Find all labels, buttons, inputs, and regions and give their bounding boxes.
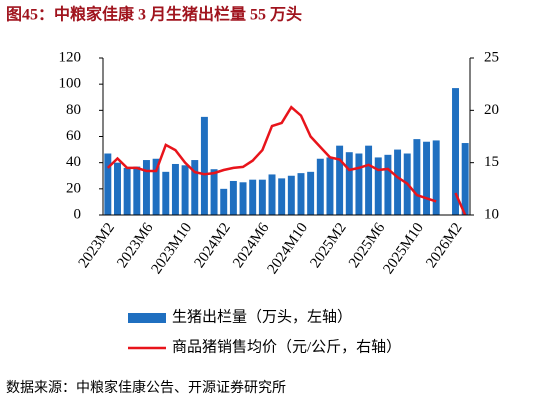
bar — [394, 149, 402, 215]
legend-swatch — [128, 313, 166, 323]
bar — [152, 158, 160, 215]
bar — [307, 171, 315, 215]
y2-tick-label: 20 — [484, 102, 499, 118]
y-tick-label: 0 — [74, 206, 82, 222]
bar — [268, 174, 276, 215]
bar — [423, 141, 431, 215]
bar — [114, 162, 121, 215]
line — [106, 105, 467, 216]
bar — [345, 152, 353, 215]
bar — [210, 169, 218, 215]
bar — [162, 171, 170, 215]
bar — [355, 153, 363, 215]
y-tick-label: 100 — [59, 76, 82, 92]
y-tick-label: 20 — [66, 180, 81, 196]
bar — [191, 160, 199, 215]
bar — [200, 116, 208, 215]
legend-label: 商品猪销售均价（元/公斤，右轴） — [172, 338, 401, 355]
bar — [374, 157, 382, 215]
bar — [258, 179, 266, 215]
bar — [326, 157, 334, 215]
bar — [181, 165, 189, 215]
bar — [239, 182, 247, 215]
y-tick-label: 40 — [66, 154, 81, 170]
x-tick-label: 2023M2 — [76, 220, 118, 271]
x-tick-label: 2025M2 — [307, 220, 349, 271]
bar — [220, 188, 228, 215]
bar — [123, 167, 131, 215]
bar — [171, 163, 179, 215]
x-tick-label: 2024M2 — [192, 220, 234, 271]
x-tick-label: 2026M2 — [423, 220, 465, 271]
chart-title: 图45：中粮家佳康 3 月生猪出栏量 55 万头 — [6, 5, 302, 24]
bar — [461, 143, 469, 215]
y-tick-label: 80 — [66, 102, 81, 118]
y-tick-label: 60 — [66, 128, 81, 144]
bar — [287, 175, 295, 215]
bar — [142, 160, 150, 215]
bar — [249, 179, 257, 215]
source-note: 数据来源：中粮家佳康公告、开源证券研究所 — [6, 379, 286, 396]
legend-label: 生猪出栏量（万头，左轴） — [172, 308, 352, 325]
bar — [104, 153, 112, 215]
y-tick-label: 120 — [59, 49, 82, 65]
bar — [297, 173, 305, 215]
bar — [278, 178, 286, 215]
bar — [229, 180, 237, 215]
y2-tick-label: 15 — [484, 154, 499, 170]
x-tick-label: 2023M6 — [114, 220, 157, 271]
bar — [316, 158, 324, 215]
x-tick-label: 2025M6 — [346, 220, 389, 271]
bar — [413, 139, 421, 215]
bar — [365, 145, 373, 215]
bar — [133, 166, 141, 215]
bar — [336, 145, 344, 215]
y2-tick-label: 25 — [484, 49, 499, 65]
bar — [384, 154, 392, 215]
bar — [452, 88, 459, 215]
x-tick-label: 2024M6 — [230, 220, 273, 271]
bar — [432, 140, 440, 215]
y2-tick-label: 10 — [484, 206, 499, 222]
